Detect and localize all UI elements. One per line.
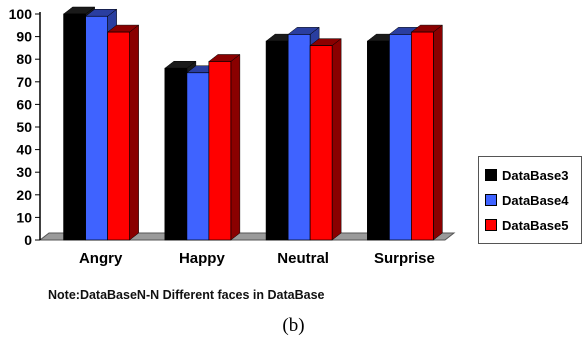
figure-caption: (b) xyxy=(282,315,305,336)
bar-front-face xyxy=(287,33,311,241)
y-tick-label: 80 xyxy=(16,51,32,67)
y-tick-label: 70 xyxy=(16,74,32,90)
bar-database5-neutral xyxy=(309,38,342,241)
legend-label-database4: DataBase4 xyxy=(502,192,569,208)
legend-swatch-database5 xyxy=(485,219,497,231)
y-axis: 0 10 20 30 40 50 60 70 80 90 100 xyxy=(9,6,41,248)
bars xyxy=(62,6,444,241)
bar-side-face xyxy=(230,53,241,241)
bar-front-face xyxy=(389,33,412,241)
legend-item-database4: DataBase4 xyxy=(485,191,569,209)
legend-label-database5: DataBase5 xyxy=(502,217,569,233)
bar-database5-happy xyxy=(208,53,241,241)
legend-swatch-database3 xyxy=(485,169,497,181)
x-axis-labels: Angry Happy Neutral Surprise xyxy=(79,250,435,267)
bar-front-face xyxy=(265,40,289,241)
bar-front-face xyxy=(186,72,210,241)
y-tick-label: 10 xyxy=(16,209,32,225)
bar-side-face xyxy=(433,24,443,241)
y-tick-label: 100 xyxy=(9,6,33,22)
chart-note: Note:DataBaseN-N Different faces in Data… xyxy=(48,288,325,302)
bar-side-face xyxy=(129,24,139,241)
y-tick-label: 0 xyxy=(24,232,32,248)
bar-side-face xyxy=(331,38,342,241)
legend: DataBase3 DataBase4 DataBase5 xyxy=(478,156,582,244)
y-tick-label: 40 xyxy=(16,142,32,158)
bar-front-face xyxy=(208,61,232,241)
y-tick-label: 90 xyxy=(16,29,32,45)
bar-database5-surprise xyxy=(410,24,444,241)
x-tick-label-angry: Angry xyxy=(79,250,123,267)
legend-swatch-database4 xyxy=(485,194,497,206)
y-tick-label: 60 xyxy=(16,96,32,112)
bar-front-face xyxy=(367,40,390,241)
legend-item-database5: DataBase5 xyxy=(485,216,569,234)
bar-front-face xyxy=(85,15,108,241)
bar-front-face xyxy=(309,45,333,241)
x-tick-label-surprise: Surprise xyxy=(374,250,435,267)
legend-label-database3: DataBase3 xyxy=(502,167,569,183)
bar-front-face xyxy=(107,31,130,241)
x-tick-label-happy: Happy xyxy=(179,250,226,267)
bar-front-face xyxy=(411,31,434,241)
bar-front-face xyxy=(63,13,86,241)
x-tick-label-neutral: Neutral xyxy=(277,250,329,267)
bar-database5-angry xyxy=(106,24,140,241)
y-tick-label: 50 xyxy=(16,119,32,135)
y-tick-label: 30 xyxy=(16,164,32,180)
y-tick-label: 20 xyxy=(16,187,32,203)
legend-item-database3: DataBase3 xyxy=(485,166,569,184)
bar-front-face xyxy=(164,67,188,241)
